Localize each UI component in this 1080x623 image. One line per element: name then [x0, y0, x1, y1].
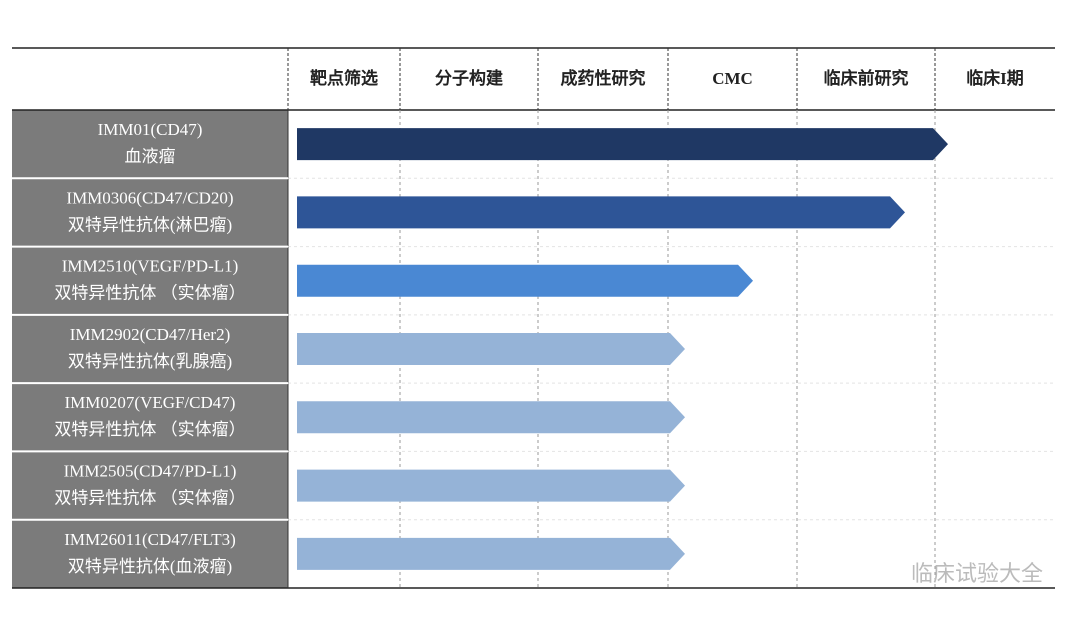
progress-arrow [297, 333, 685, 365]
candidate-indication: 双特异性抗体 （实体瘤） [54, 488, 245, 507]
stage-header: 分子构建 [435, 68, 503, 88]
stage-header: CMC [712, 69, 753, 88]
arrows [297, 128, 948, 570]
candidate-name: IMM2505(CD47/PD-L1) [64, 461, 237, 480]
candidate-name: IMM01(CD47) [98, 120, 203, 139]
label-column [12, 110, 288, 588]
progress-arrow [297, 537, 685, 570]
candidate-indication: 双特异性抗体 （实体瘤） [54, 420, 245, 439]
candidate-name: IMM0207(VEGF/CD47) [65, 393, 236, 412]
stage-header: 临床前研究 [824, 68, 909, 88]
candidate-name: IMM26011(CD47/FLT3) [64, 530, 236, 549]
candidate-name: IMM2902(CD47/Her2) [70, 325, 231, 344]
watermark: 临床试验大全 [911, 562, 1043, 587]
progress-arrow [297, 196, 905, 229]
progress-arrow [297, 401, 685, 434]
candidate-indication: 双特异性抗体(乳腺癌) [68, 352, 232, 371]
candidate-name: IMM2510(VEGF/PD-L1) [62, 257, 239, 276]
stage-header: 临床I期 [966, 68, 1024, 88]
candidate-indication: 双特异性抗体 （实体瘤） [54, 284, 245, 303]
progress-arrow [297, 469, 685, 502]
candidate-indication: 血液瘤 [125, 147, 176, 166]
stage-header: 成药性研究 [561, 68, 646, 88]
candidate-indication: 双特异性抗体(淋巴瘤) [68, 215, 232, 234]
stage-header: 靶点筛选 [310, 68, 378, 88]
progress-arrow [297, 128, 948, 161]
grid [12, 48, 1055, 588]
progress-arrow [297, 264, 753, 297]
candidate-name: IMM0306(CD47/CD20) [66, 188, 233, 207]
candidate-indication: 双特异性抗体(血液瘤) [68, 557, 232, 576]
labels: 靶点筛选 分子构建 成药性研究 CMC 临床前研究 临床I期 IMM01(CD47) 血液瘤 I… [54, 68, 1023, 576]
